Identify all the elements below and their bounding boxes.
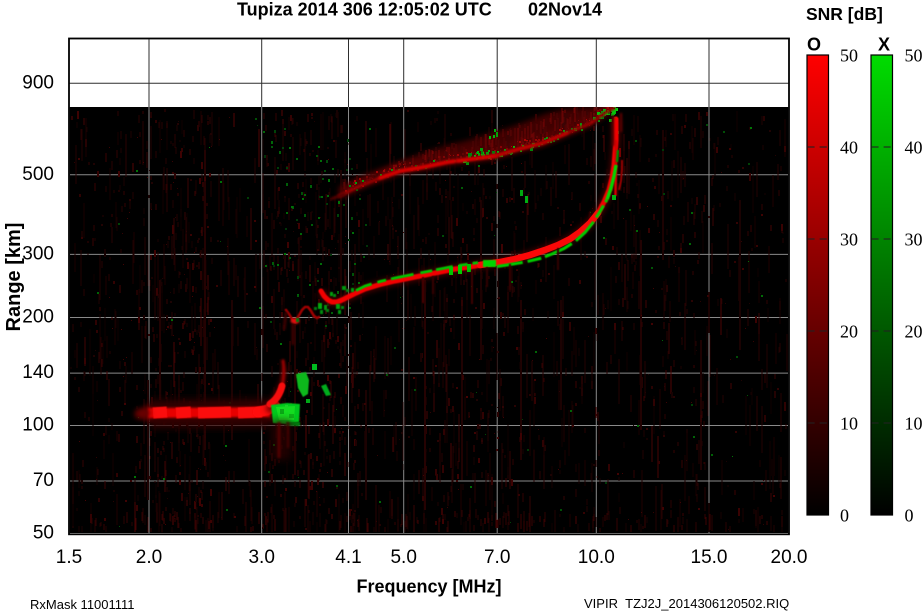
- svg-text:70: 70: [33, 470, 54, 491]
- svg-text:50: 50: [840, 46, 858, 66]
- svg-text:20.0: 20.0: [771, 547, 808, 568]
- svg-text:100: 100: [22, 415, 54, 436]
- svg-text:40: 40: [905, 138, 922, 158]
- svg-text:50: 50: [905, 46, 922, 66]
- svg-text:20: 20: [905, 322, 922, 342]
- svg-text:4.1: 4.1: [335, 547, 361, 568]
- svg-text:200: 200: [22, 307, 54, 328]
- svg-text:40: 40: [840, 138, 858, 158]
- svg-text:Range [km]: Range [km]: [3, 223, 25, 332]
- svg-text:Frequency [MHz]: Frequency [MHz]: [356, 577, 501, 597]
- svg-text:300: 300: [22, 244, 54, 265]
- svg-text:900: 900: [22, 72, 54, 93]
- svg-text:0: 0: [905, 506, 914, 526]
- svg-text:0: 0: [840, 506, 849, 526]
- svg-text:3.0: 3.0: [248, 547, 274, 568]
- svg-text:10: 10: [840, 414, 858, 434]
- svg-text:SNR [dB]: SNR [dB]: [806, 4, 883, 24]
- svg-text:15.0: 15.0: [691, 547, 728, 568]
- svg-text:30: 30: [840, 230, 858, 250]
- svg-text:500: 500: [22, 164, 54, 185]
- svg-text:X: X: [878, 35, 890, 55]
- svg-text:140: 140: [22, 362, 54, 383]
- svg-text:7.0: 7.0: [484, 547, 510, 568]
- svg-text:RxMask 11001111: RxMask 11001111: [30, 597, 135, 612]
- svg-text:1.5: 1.5: [56, 547, 82, 568]
- svg-text:20: 20: [840, 322, 858, 342]
- svg-text:5.0: 5.0: [390, 547, 416, 568]
- svg-text:02Nov14: 02Nov14: [528, 0, 602, 20]
- svg-text:2.0: 2.0: [136, 547, 162, 568]
- svg-text:VIPIR TZJ2J_2014306120502.RIQ: VIPIR TZJ2J_2014306120502.RIQ: [584, 596, 789, 611]
- svg-text:O: O: [807, 35, 821, 55]
- svg-text:Tupiza 2014 306 12:05:02 UTC: Tupiza 2014 306 12:05:02 UTC: [237, 0, 492, 20]
- svg-text:30: 30: [905, 230, 922, 250]
- svg-text:10.0: 10.0: [578, 547, 615, 568]
- svg-text:10: 10: [905, 414, 922, 434]
- svg-text:50: 50: [33, 523, 54, 544]
